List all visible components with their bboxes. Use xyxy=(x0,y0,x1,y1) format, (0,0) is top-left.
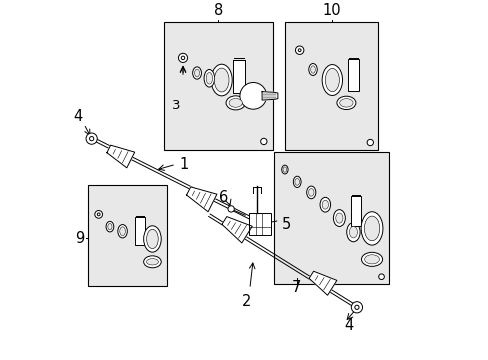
Text: 10: 10 xyxy=(322,3,340,18)
Circle shape xyxy=(181,56,184,60)
Ellipse shape xyxy=(143,226,161,252)
Ellipse shape xyxy=(322,64,342,95)
Text: 7: 7 xyxy=(291,280,301,295)
Bar xyxy=(347,59,359,91)
Ellipse shape xyxy=(146,258,158,265)
Ellipse shape xyxy=(283,167,286,172)
Circle shape xyxy=(97,213,100,216)
Ellipse shape xyxy=(364,216,379,241)
Bar xyxy=(249,213,271,235)
Bar xyxy=(350,196,361,226)
Ellipse shape xyxy=(322,200,328,209)
Ellipse shape xyxy=(203,69,214,87)
Ellipse shape xyxy=(228,99,242,107)
Ellipse shape xyxy=(281,165,287,174)
Polygon shape xyxy=(107,145,134,168)
Ellipse shape xyxy=(325,68,339,92)
Bar xyxy=(163,22,272,150)
Text: 3: 3 xyxy=(171,99,180,112)
Ellipse shape xyxy=(306,186,315,199)
Ellipse shape xyxy=(194,69,199,77)
Polygon shape xyxy=(222,217,252,243)
Bar xyxy=(285,22,377,150)
Circle shape xyxy=(295,46,303,54)
Circle shape xyxy=(86,133,97,144)
Text: 9: 9 xyxy=(75,231,84,246)
Circle shape xyxy=(350,302,362,313)
Text: 4: 4 xyxy=(73,109,82,124)
Ellipse shape xyxy=(339,99,352,107)
Ellipse shape xyxy=(349,226,357,238)
Ellipse shape xyxy=(361,252,382,266)
Text: 8: 8 xyxy=(213,3,223,18)
Ellipse shape xyxy=(293,176,301,188)
Ellipse shape xyxy=(346,222,359,242)
Ellipse shape xyxy=(192,67,201,79)
Ellipse shape xyxy=(319,197,330,212)
Ellipse shape xyxy=(361,212,382,245)
Text: 1: 1 xyxy=(179,157,188,172)
Ellipse shape xyxy=(294,179,299,185)
Ellipse shape xyxy=(310,66,315,73)
Ellipse shape xyxy=(308,63,317,76)
Bar xyxy=(135,217,145,245)
Circle shape xyxy=(89,136,94,141)
Circle shape xyxy=(260,138,266,145)
Ellipse shape xyxy=(143,256,161,268)
Text: 5: 5 xyxy=(281,216,290,231)
Ellipse shape xyxy=(211,64,232,96)
Polygon shape xyxy=(262,92,277,100)
Bar xyxy=(88,185,167,285)
Text: 2: 2 xyxy=(241,294,250,309)
Circle shape xyxy=(240,82,266,109)
Circle shape xyxy=(95,211,102,218)
Ellipse shape xyxy=(206,72,212,84)
Circle shape xyxy=(378,274,384,280)
Ellipse shape xyxy=(308,189,313,196)
Ellipse shape xyxy=(107,224,112,230)
Bar xyxy=(233,60,245,93)
Text: 4: 4 xyxy=(344,319,353,333)
Ellipse shape xyxy=(335,213,342,223)
Circle shape xyxy=(298,49,301,51)
Circle shape xyxy=(366,139,373,146)
Polygon shape xyxy=(308,271,336,295)
Ellipse shape xyxy=(146,229,158,249)
Ellipse shape xyxy=(214,68,228,92)
Ellipse shape xyxy=(106,221,114,232)
Text: 6: 6 xyxy=(219,190,228,205)
Circle shape xyxy=(354,305,358,309)
Ellipse shape xyxy=(333,210,345,226)
Ellipse shape xyxy=(225,96,245,110)
Circle shape xyxy=(227,206,234,212)
Ellipse shape xyxy=(118,225,127,238)
Ellipse shape xyxy=(364,255,379,264)
Polygon shape xyxy=(186,187,217,212)
Ellipse shape xyxy=(336,96,355,109)
Ellipse shape xyxy=(120,227,125,236)
Bar xyxy=(274,152,388,284)
Circle shape xyxy=(178,53,187,63)
